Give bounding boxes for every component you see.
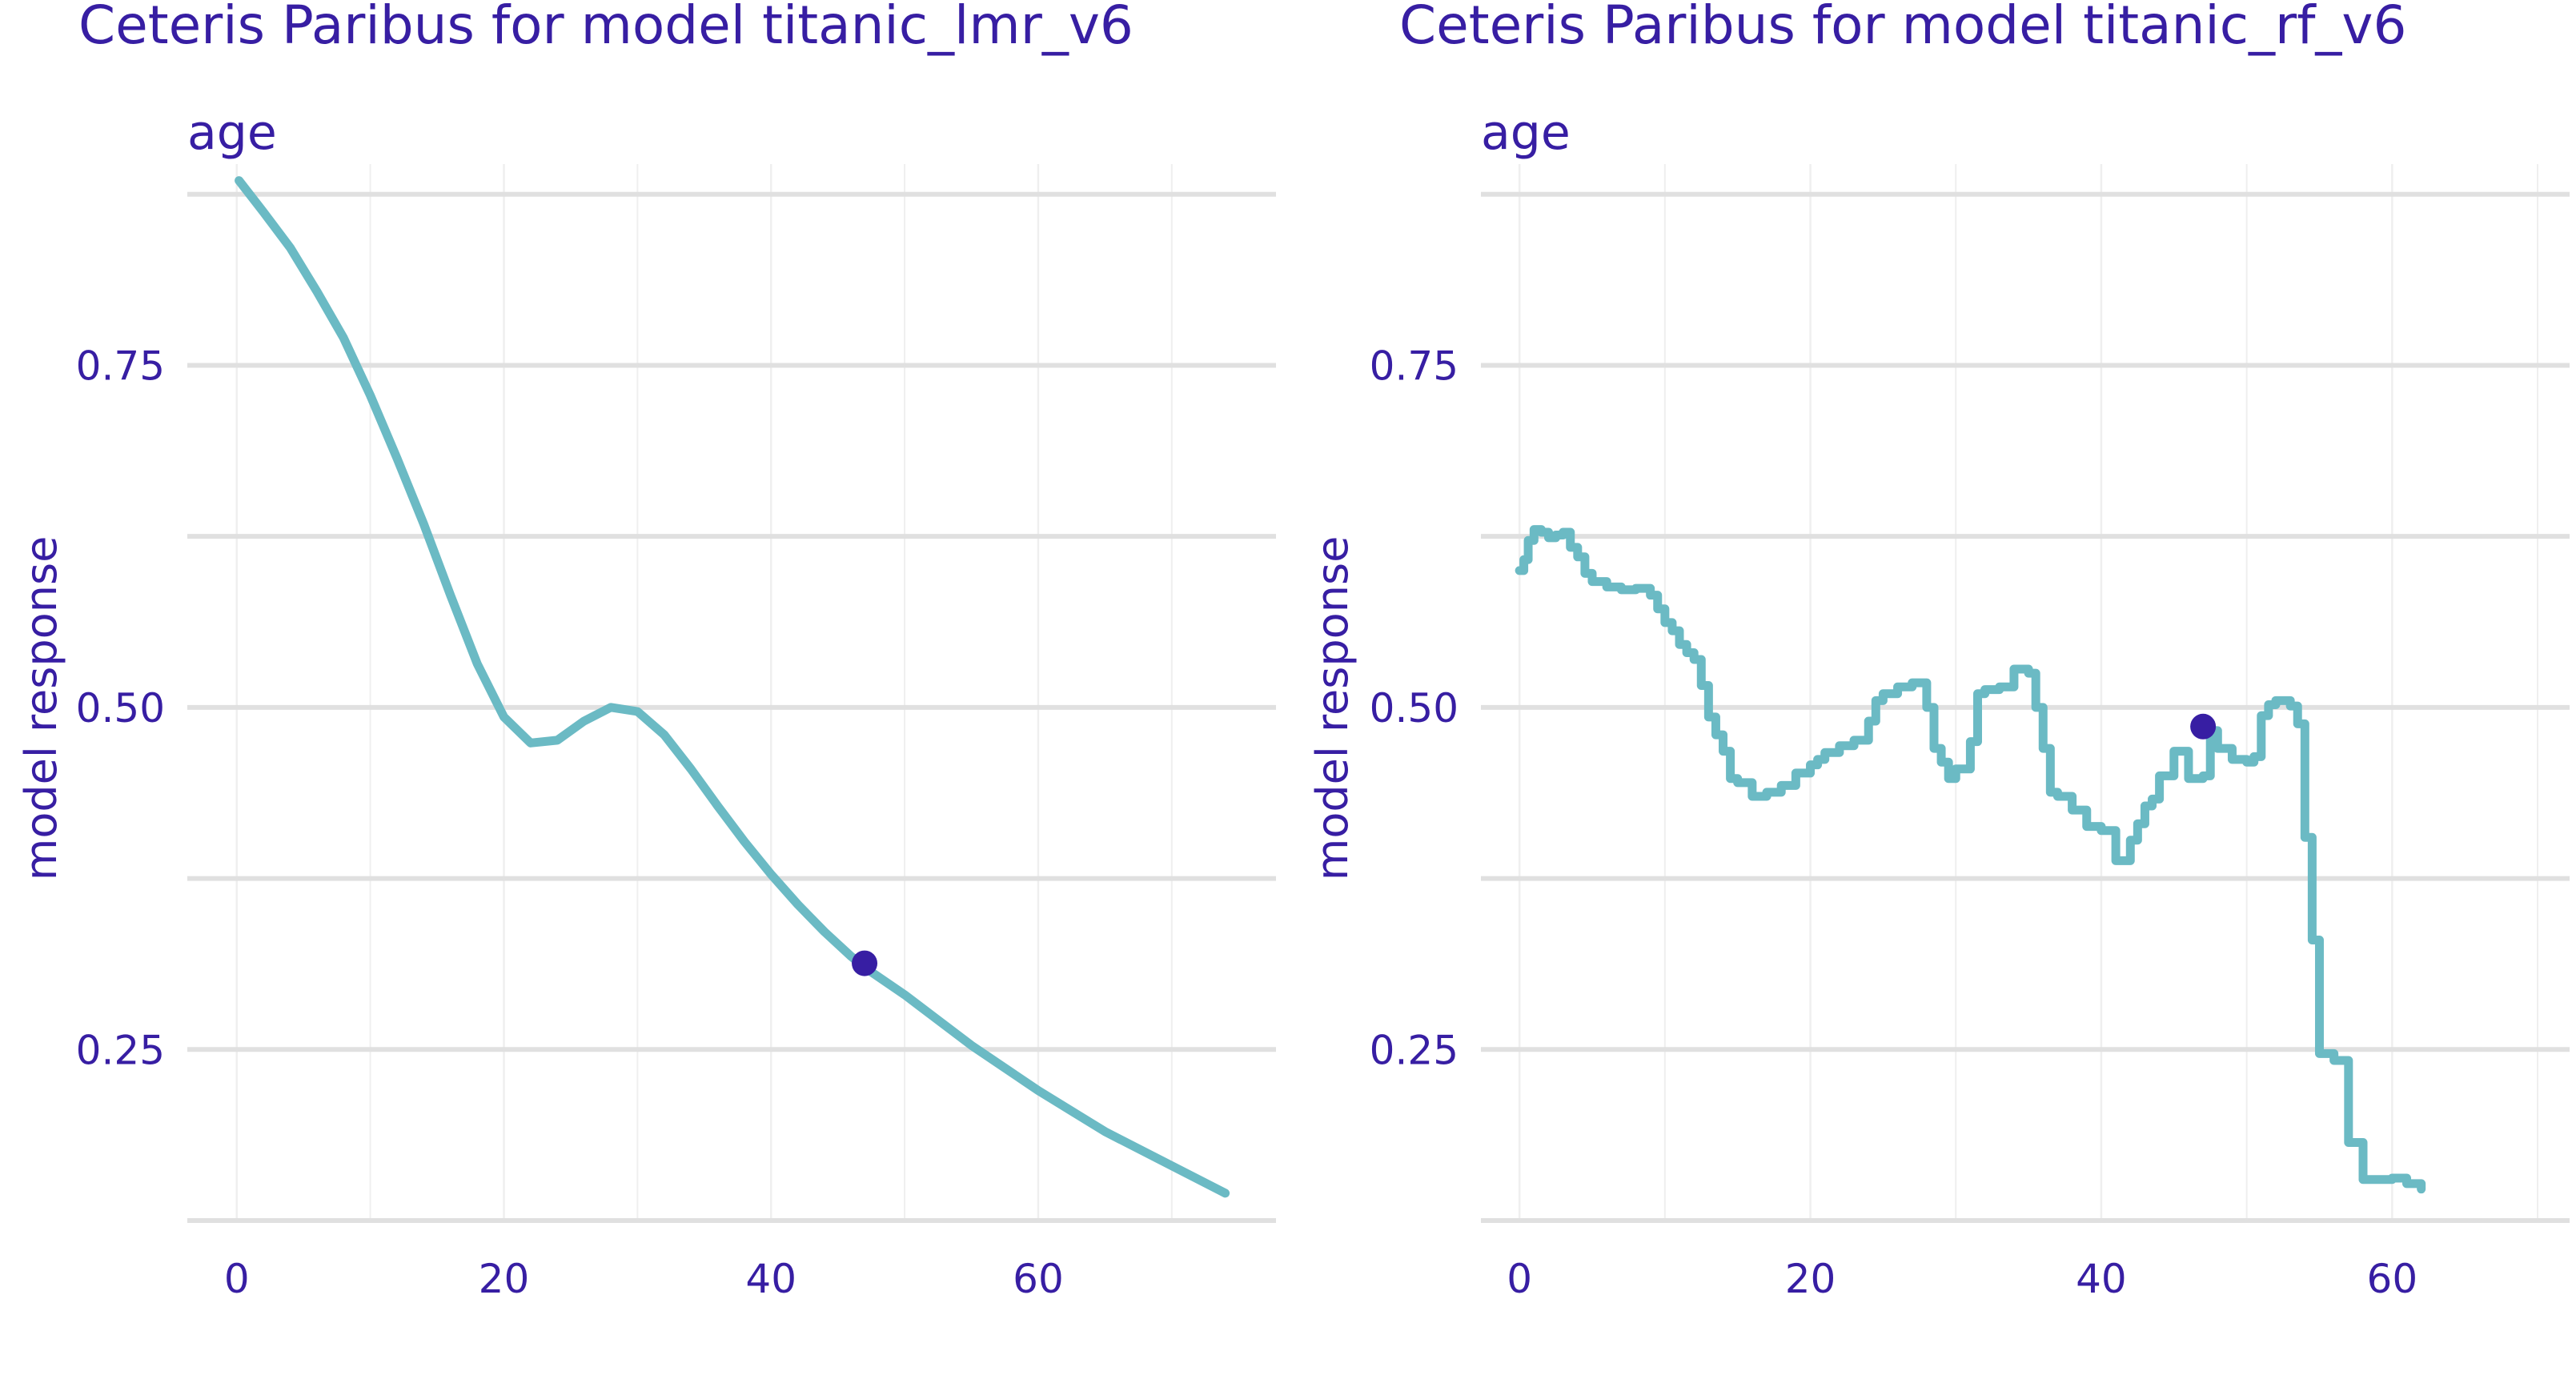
panel-rf-plot-area: 0.25 0.50 0.75 0 20 40 60 bbox=[1370, 164, 2570, 1302]
rf-y-tick-label: 0.50 bbox=[1370, 685, 1459, 732]
panel-rf-y-axis-label: model response bbox=[1307, 536, 1358, 881]
lmr-x-tick-label: 60 bbox=[1013, 1256, 1064, 1302]
rf-profile-line bbox=[1515, 525, 2426, 1194]
panel-lmr-subtitle: age bbox=[187, 105, 277, 161]
rf-x-tick-label: 20 bbox=[1785, 1256, 1836, 1302]
panel-lmr-y-axis-label: model response bbox=[16, 536, 66, 881]
lmr-x-tick-label: 40 bbox=[745, 1256, 796, 1302]
panel-rf-subtitle: age bbox=[1481, 105, 1571, 161]
panel-lmr-title: Ceteris Paribus for model titanic_lmr_v6 bbox=[78, 0, 1134, 56]
lmr-y-tick-label: 0.25 bbox=[76, 1027, 165, 1073]
lmr-observation-point bbox=[852, 950, 878, 976]
panel-lmr: Ceteris Paribus for model titanic_lmr_v6… bbox=[16, 0, 1276, 1302]
panel-rf: Ceteris Paribus for model titanic_rf_v6 … bbox=[1307, 0, 2570, 1302]
panel-lmr-plot-area: 0.25 0.50 0.75 0 20 40 60 bbox=[76, 164, 1276, 1302]
lmr-x-tick-label: 20 bbox=[479, 1256, 530, 1302]
panel-rf-title: Ceteris Paribus for model titanic_rf_v6 bbox=[1399, 0, 2406, 56]
rf-y-tick-label: 0.75 bbox=[1370, 343, 1459, 389]
rf-observation-point bbox=[2190, 713, 2217, 740]
rf-x-tick-label: 60 bbox=[2367, 1256, 2418, 1302]
rf-y-tick-label: 0.25 bbox=[1370, 1027, 1459, 1073]
lmr-y-tick-label: 0.75 bbox=[76, 343, 165, 389]
rf-x-tick-label: 40 bbox=[2076, 1256, 2127, 1302]
lmr-y-tick-label: 0.50 bbox=[76, 685, 165, 732]
lmr-x-tick-label: 0 bbox=[224, 1256, 250, 1302]
rf-x-tick-label: 0 bbox=[1507, 1256, 1532, 1302]
lmr-profile-line bbox=[235, 176, 1230, 1198]
